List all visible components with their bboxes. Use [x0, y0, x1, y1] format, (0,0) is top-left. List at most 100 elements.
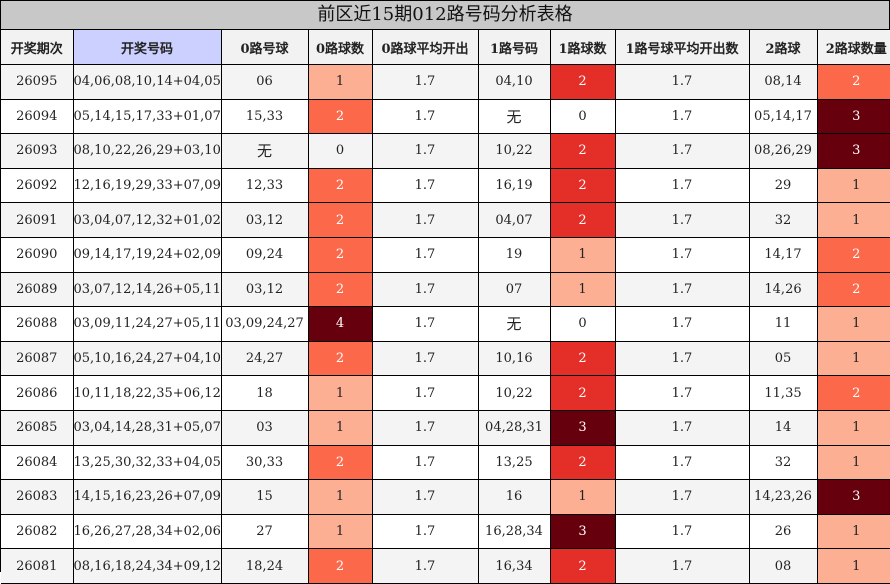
- cell-draw-numbers: 05,14,15,17,33+01,07: [72, 98, 222, 135]
- cell-route2-balls: 08: [748, 548, 818, 584]
- table-row: 26085 03,04,14,28,31+05,07 03 1 1.7 04,28,31 3…: [1, 409, 890, 446]
- cell-route1-average: 1.7: [614, 444, 750, 481]
- cell-route0-average: 1.7: [371, 271, 479, 308]
- cell-route1-count: 2: [549, 133, 616, 169]
- cell-route1-balls: 10,16: [477, 340, 551, 377]
- cell-period: 26083: [1, 479, 74, 515]
- cell-route0-average: 1.7: [371, 513, 479, 550]
- cell-draw-numbers: 03,04,14,28,31+05,07: [72, 409, 222, 446]
- cell-route1-count: 2: [549, 340, 616, 377]
- cell-route0-balls: 03,12: [220, 202, 309, 238]
- table-row: 26093 08,10,22,26,29+03,10 无 0 1.7 10,22 2 1.7 0…: [1, 133, 890, 169]
- cell-route0-balls: 15: [220, 479, 309, 515]
- cell-route1-average: 1.7: [614, 236, 750, 273]
- cell-route1-count: 1: [549, 236, 616, 273]
- cell-route0-count: 4: [307, 306, 373, 342]
- cell-draw-numbers: 12,16,19,29,33+07,09: [72, 167, 222, 204]
- cell-route0-count: 2: [307, 98, 373, 135]
- cell-route1-average: 1.7: [614, 167, 750, 204]
- cell-period: 26088: [1, 306, 74, 342]
- cell-route0-count: 1: [307, 375, 373, 411]
- table-row: 26092 12,16,19,29,33+07,09 12,33 2 1.7 16,19 2…: [1, 167, 890, 204]
- cell-route1-count: 2: [549, 202, 616, 238]
- cell-route0-balls: 03,09,24,27: [220, 306, 309, 342]
- cell-draw-numbers: 14,15,16,23,26+07,09: [72, 479, 222, 515]
- cell-route0-count: 0: [307, 133, 373, 169]
- cell-route2-count: 1: [816, 409, 890, 446]
- cell-route0-average: 1.7: [371, 548, 479, 584]
- table-row: 26089 03,07,12,14,26+05,11 03,12 2 1.7 07 1 1.7…: [1, 271, 890, 308]
- cell-route1-count: 1: [549, 271, 616, 308]
- cell-route1-count: 1: [549, 479, 616, 515]
- cell-route2-count: 1: [816, 340, 890, 377]
- cell-period: 26089: [1, 271, 74, 308]
- cell-route0-balls: 18: [220, 375, 309, 411]
- cell-route0-balls: 27: [220, 513, 309, 550]
- cell-route2-balls: 26: [748, 513, 818, 550]
- cell-route2-balls: 05,14,17: [748, 98, 818, 135]
- cell-route0-balls: 12,33: [220, 167, 309, 204]
- cell-route0-balls: 06: [220, 64, 309, 100]
- header-route2-balls: 2路球: [748, 30, 818, 65]
- cell-route1-average: 1.7: [614, 133, 750, 169]
- cell-route2-count: 1: [816, 548, 890, 584]
- cell-draw-numbers: 13,25,30,32,33+04,05: [72, 444, 222, 481]
- cell-route1-average: 1.7: [614, 548, 750, 584]
- cell-period: 26082: [1, 513, 74, 550]
- cell-route2-balls: 32: [748, 202, 818, 238]
- table-row: 26086 10,11,18,22,35+06,12 18 1 1.7 10,22 2 1.7…: [1, 375, 890, 411]
- cell-period: 26087: [1, 340, 74, 377]
- cell-route0-balls: 15,33: [220, 98, 309, 135]
- cell-route1-count: 2: [549, 64, 616, 100]
- cell-route1-balls: 04,10: [477, 64, 551, 100]
- cell-draw-numbers: 08,10,22,26,29+03,10: [72, 133, 222, 169]
- cell-route2-count: 2: [816, 271, 890, 308]
- cell-period: 26093: [1, 133, 74, 169]
- header-route1-average: 1路号球平均开出数: [614, 30, 750, 65]
- cell-route2-count: 1: [816, 444, 890, 481]
- cell-route2-balls: 14,23,26: [748, 479, 818, 515]
- header-route0-count: 0路球数: [307, 30, 373, 65]
- header-route1-count: 1路球数: [549, 30, 616, 65]
- cell-route2-balls: 11: [748, 306, 818, 342]
- cell-period: 26090: [1, 236, 74, 273]
- cell-route2-count: 3: [816, 133, 890, 169]
- cell-route1-average: 1.7: [614, 306, 750, 342]
- cell-route2-balls: 08,26,29: [748, 133, 818, 169]
- cell-route0-average: 1.7: [371, 202, 479, 238]
- table-row: 26095 04,06,08,10,14+04,05 06 1 1.7 04,10 2 1.7…: [1, 64, 890, 100]
- cell-route1-balls: 无: [477, 98, 551, 135]
- cell-draw-numbers: 05,10,16,24,27+04,10: [72, 340, 222, 377]
- cell-route0-balls: 18,24: [220, 548, 309, 584]
- cell-route0-balls: 无: [220, 133, 309, 169]
- table-row: 26083 14,15,16,23,26+07,09 15 1 1.7 16 1 1.7 14,…: [1, 479, 890, 515]
- cell-route0-count: 1: [307, 409, 373, 446]
- cell-route0-balls: 09,24: [220, 236, 309, 273]
- cell-route1-count: 2: [549, 167, 616, 204]
- cell-draw-numbers: 10,11,18,22,35+06,12: [72, 375, 222, 411]
- cell-route0-balls: 03: [220, 409, 309, 446]
- cell-draw-numbers: 04,06,08,10,14+04,05: [72, 64, 222, 100]
- cell-route0-count: 2: [307, 236, 373, 273]
- table-row: 26082 16,26,27,28,34+02,06 27 1 1.7 16,28,34 3…: [1, 513, 890, 550]
- header-route1-balls: 1路号码: [477, 30, 551, 65]
- cell-route1-balls: 无: [477, 306, 551, 342]
- cell-draw-numbers: 03,09,11,24,27+05,11: [72, 306, 222, 342]
- cell-route0-balls: 30,33: [220, 444, 309, 481]
- cell-route0-count: 1: [307, 64, 373, 100]
- cell-route2-balls: 05: [748, 340, 818, 377]
- cell-route0-count: 2: [307, 271, 373, 308]
- cell-route0-average: 1.7: [371, 64, 479, 100]
- header-route2-count: 2路球数量: [816, 30, 890, 65]
- cell-route1-count: 0: [549, 98, 616, 135]
- cell-route1-average: 1.7: [614, 271, 750, 308]
- table-body: 26095 04,06,08,10,14+04,05 06 1 1.7 04,10 2 1.7…: [1, 64, 890, 584]
- table-row: 26084 13,25,30,32,33+04,05 30,33 2 1.7 13,25 2…: [1, 444, 890, 481]
- cell-route0-count: 2: [307, 340, 373, 377]
- cell-period: 26091: [1, 202, 74, 238]
- cell-route2-count: 1: [816, 167, 890, 204]
- cell-route1-average: 1.7: [614, 98, 750, 135]
- cell-route1-balls: 10,22: [477, 375, 551, 411]
- cell-period: 26095: [1, 64, 74, 100]
